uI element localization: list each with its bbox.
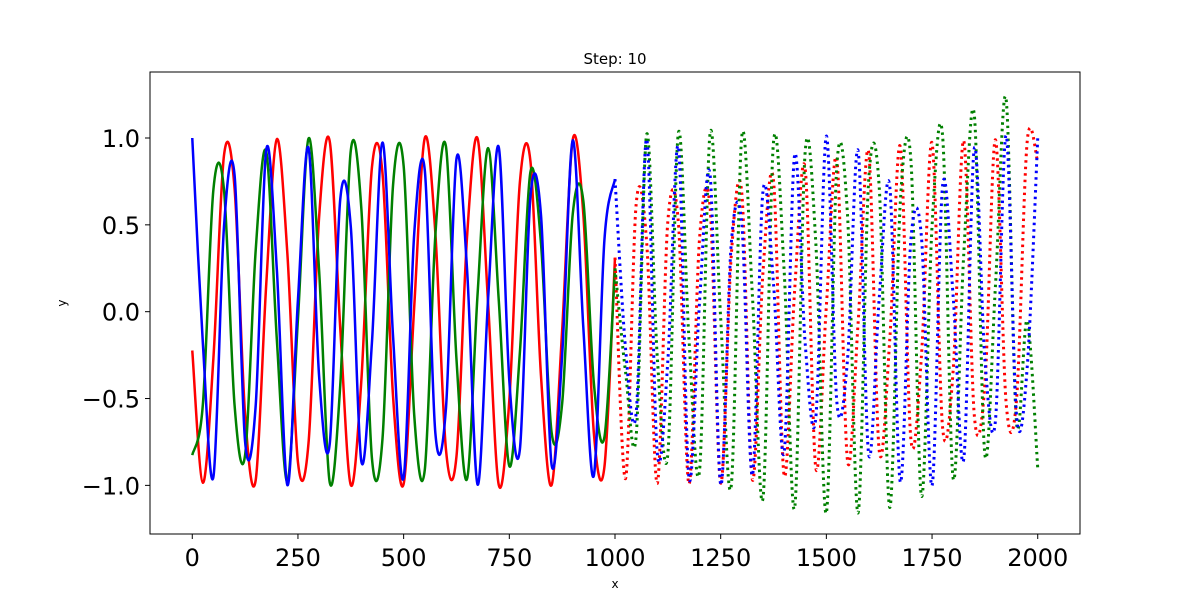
x-tick-label: 1000 — [584, 544, 645, 572]
y-tick-label: 0.0 — [102, 299, 140, 327]
series-line-5-dotted — [613, 133, 1040, 488]
chart-title: Step: 10 — [583, 50, 646, 68]
plot-series-layer — [191, 94, 1040, 515]
series-line-1-solid — [191, 136, 617, 487]
x-tick-label: 0 — [185, 544, 200, 572]
x-tick-label: 1500 — [796, 544, 857, 572]
x-tick-label: 750 — [486, 544, 532, 572]
x-tick-label: 1750 — [902, 544, 963, 572]
series-line-3-dotted — [613, 126, 1040, 486]
x-tick-label: 1250 — [690, 544, 751, 572]
y-tick-label: −1.0 — [82, 472, 140, 500]
y-axis: 1.0 0.5 0.0 −0.5 −1.0 — [82, 125, 150, 500]
series-line-2-solid — [191, 137, 617, 487]
x-tick-label: 2000 — [1007, 544, 1068, 572]
x-axis-label: x — [611, 577, 618, 591]
series-line-4-dotted — [613, 94, 1040, 515]
x-tick-label: 250 — [275, 544, 321, 572]
x-tick-label: 500 — [381, 544, 427, 572]
x-axis: 0 250 500 750 1000 1250 1500 1750 2000 — [185, 534, 1068, 572]
y-axis-label: y — [55, 299, 69, 306]
y-tick-label: 0.5 — [102, 212, 140, 240]
y-tick-label: 1.0 — [102, 125, 140, 153]
y-tick-label: −0.5 — [82, 386, 140, 414]
series-line-0-solid — [191, 133, 617, 489]
